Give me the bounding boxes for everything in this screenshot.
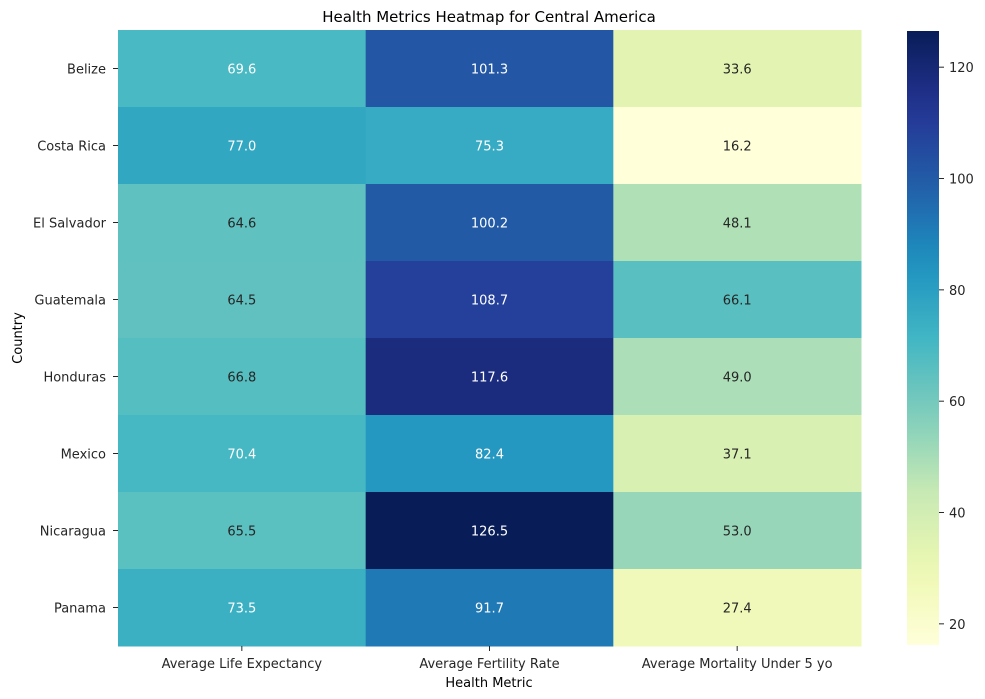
heatmap-cell (613, 261, 862, 339)
cell-value-label: 48.1 (723, 217, 752, 232)
cell-value-label: 100.2 (471, 217, 508, 232)
y-tick-label: Belize (67, 63, 106, 78)
x-tick-label: Average Mortality Under 5 yo (642, 657, 833, 672)
cell-value-label: 66.8 (227, 371, 256, 386)
heatmap-cell (118, 492, 367, 570)
cell-value-label: 108.7 (471, 294, 508, 309)
cell-value-label: 117.6 (471, 371, 508, 386)
colorbar-tick-label: 100 (949, 173, 974, 188)
cell-value-label: 77.0 (227, 140, 256, 155)
y-axis-label: Country (11, 312, 26, 364)
heatmap-cell (118, 184, 367, 262)
heatmap-cell (365, 492, 614, 570)
cell-value-label: 82.4 (475, 448, 504, 463)
cell-value-label: 70.4 (227, 448, 256, 463)
y-tick-label: El Salvador (33, 217, 107, 232)
heatmap-cell (118, 261, 367, 339)
heatmap-cell (118, 30, 367, 108)
cell-value-label: 49.0 (723, 371, 752, 386)
heatmap-cell (613, 415, 862, 493)
heatmap-cell (365, 261, 614, 339)
colorbar (907, 31, 939, 645)
heatmap-cell (365, 30, 614, 108)
y-tick-label: Honduras (43, 371, 106, 386)
colorbar-tick-label: 20 (949, 618, 966, 633)
heatmap-cell (613, 492, 862, 570)
x-tick-labels: Average Life Expectancy Average Fertility… (162, 646, 833, 672)
x-axis-label: Health Metric (445, 676, 532, 691)
cell-value-label: 101.3 (471, 63, 508, 78)
cell-value-label: 65.5 (227, 525, 256, 540)
colorbar-ticks: 20 40 60 80 100 120 (939, 61, 974, 633)
y-tick-label: Nicaragua (40, 525, 106, 540)
heatmap-cell (118, 569, 367, 647)
heatmap-cell (613, 30, 862, 108)
heatmap-cell (365, 107, 614, 185)
heatmap-cell (613, 107, 862, 185)
cell-value-label: 33.6 (723, 63, 752, 78)
heatmap-cell (613, 338, 862, 416)
cell-value-label: 27.4 (723, 602, 752, 617)
cell-value-label: 53.0 (723, 525, 752, 540)
chart-title: Health Metrics Heatmap for Central Ameri… (322, 8, 656, 26)
cell-value-label: 16.2 (723, 140, 752, 155)
heatmap-cell (365, 338, 614, 416)
heatmap-cells: 69.6 101.3 33.6 77.0 75.3 16.2 64.6 100.2 48.1 64… (118, 30, 862, 647)
cell-value-label: 64.5 (227, 294, 256, 309)
heatmap-cell (365, 184, 614, 262)
colorbar-tick-label: 120 (949, 61, 974, 76)
cell-value-label: 64.6 (227, 217, 256, 232)
colorbar-tick-label: 80 (949, 284, 966, 299)
cell-value-label: 91.7 (475, 602, 504, 617)
y-tick-label: Costa Rica (37, 140, 106, 155)
heatmap-cell (118, 107, 367, 185)
heatmap-cell (118, 338, 367, 416)
cell-value-label: 126.5 (471, 525, 508, 540)
y-tick-label: Mexico (61, 448, 106, 463)
cell-value-label: 69.6 (227, 63, 256, 78)
cell-value-label: 75.3 (475, 140, 504, 155)
x-tick-label: Average Fertility Rate (419, 657, 559, 672)
heatmap-cell (613, 569, 862, 647)
colorbar-tick-label: 40 (949, 507, 966, 522)
x-tick-label: Average Life Expectancy (162, 657, 323, 672)
cell-value-label: 66.1 (723, 294, 752, 309)
colorbar-tick-label: 60 (949, 395, 966, 410)
heatmap-cell (118, 415, 367, 493)
heatmap-cell (365, 415, 614, 493)
y-tick-label: Guatemala (34, 294, 106, 309)
y-tick-labels: Belize Costa Rica El Salvador Guatemala Hond… (33, 63, 118, 617)
y-tick-label: Panama (54, 602, 106, 617)
cell-value-label: 73.5 (227, 602, 256, 617)
heatmap-cell (613, 184, 862, 262)
cell-value-label: 37.1 (723, 448, 752, 463)
heatmap-cell (365, 569, 614, 647)
